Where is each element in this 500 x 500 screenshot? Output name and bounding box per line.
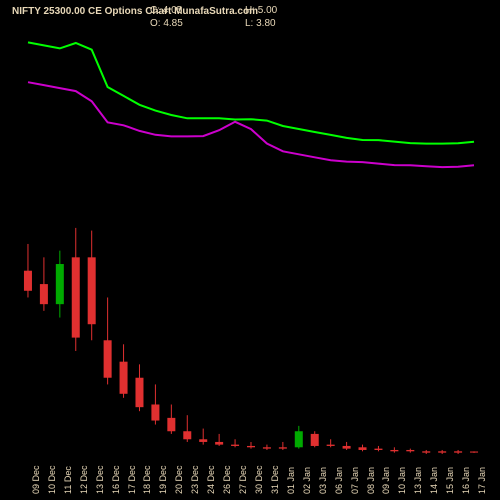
x-axis-labels: 09 Dec 10 Dec 11 Dec 12 Dec 13 Dec 16 Dec 17 D…	[20, 458, 482, 498]
x-tick-label: 13 Jan	[413, 467, 417, 494]
x-tick-label: 16 Dec	[111, 465, 115, 494]
candle-body	[231, 445, 239, 446]
candle-body	[215, 442, 223, 445]
candle-body	[135, 378, 143, 407]
x-tick-label: 20 Dec	[174, 465, 178, 494]
x-tick-label: 03 Jan	[318, 467, 322, 494]
high-value: H: 5.00	[245, 4, 277, 17]
ohlc-right: H: 5.00 L: 3.80	[245, 4, 277, 30]
candle-body	[72, 257, 80, 337]
x-tick-label: 24 Dec	[206, 465, 210, 494]
x-tick-label: 07 Jan	[350, 467, 354, 494]
close-value: C: 4.05	[150, 4, 183, 17]
chart-svg	[20, 28, 482, 458]
x-tick-label: 15 Jan	[445, 467, 449, 494]
candle-body	[470, 452, 478, 453]
x-tick-label: 13 Dec	[95, 465, 99, 494]
candle-body	[390, 450, 398, 451]
x-tick-label: 12 Dec	[79, 465, 83, 494]
x-tick-label: 01 Jan	[286, 467, 290, 494]
candle-body	[454, 451, 462, 452]
x-tick-label: 27 Dec	[238, 465, 242, 494]
x-tick-label: 19 Dec	[158, 465, 162, 494]
x-tick-label: 16 Jan	[461, 467, 465, 494]
candle-body	[167, 418, 175, 431]
x-tick-label: 23 Dec	[190, 465, 194, 494]
x-tick-label: 10 Jan	[397, 467, 401, 494]
x-tick-label: 02 Jan	[302, 467, 306, 494]
candle-body	[120, 362, 128, 394]
candle-body	[40, 284, 48, 304]
x-tick-label: 09 Jan	[381, 467, 385, 494]
ohlc-left: C: 4.05 O: 4.85	[150, 4, 183, 30]
x-tick-label: 06 Jan	[334, 467, 338, 494]
x-tick-label: 10 Dec	[47, 465, 51, 494]
x-tick-label: 18 Dec	[142, 465, 146, 494]
candle-body	[247, 446, 255, 447]
x-tick-label: 17 Jan	[477, 467, 481, 494]
candle-body	[263, 447, 271, 448]
candle-body	[422, 451, 430, 452]
overlay-line	[28, 82, 474, 167]
candle-body	[104, 340, 112, 377]
candle-body	[438, 451, 446, 452]
candle-body	[295, 431, 303, 447]
candle-body	[24, 271, 32, 291]
x-tick-label: 09 Dec	[31, 465, 35, 494]
x-tick-label: 30 Dec	[254, 465, 258, 494]
chart-title: NIFTY 25300.00 CE Options Chart MunafaSu…	[12, 6, 258, 17]
chart-container: NIFTY 25300.00 CE Options Chart MunafaSu…	[0, 0, 500, 500]
x-tick-label: 17 Dec	[127, 465, 131, 494]
candle-body	[279, 447, 287, 448]
candle-body	[374, 449, 382, 450]
candle-body	[88, 257, 96, 324]
candle-body	[183, 431, 191, 439]
plot-area	[20, 28, 482, 458]
candle-body	[151, 404, 159, 420]
candle-body	[406, 450, 414, 451]
candle-body	[359, 447, 367, 450]
candle-body	[311, 434, 319, 446]
x-tick-label: 14 Jan	[429, 467, 433, 494]
x-tick-label: 08 Jan	[366, 467, 370, 494]
candle-body	[56, 264, 64, 304]
x-tick-label: 26 Dec	[222, 465, 226, 494]
x-tick-label: 11 Dec	[63, 466, 67, 494]
candle-body	[199, 439, 207, 442]
candle-body	[343, 446, 351, 449]
candle-body	[327, 445, 335, 446]
x-tick-label: 31 Dec	[270, 465, 274, 494]
